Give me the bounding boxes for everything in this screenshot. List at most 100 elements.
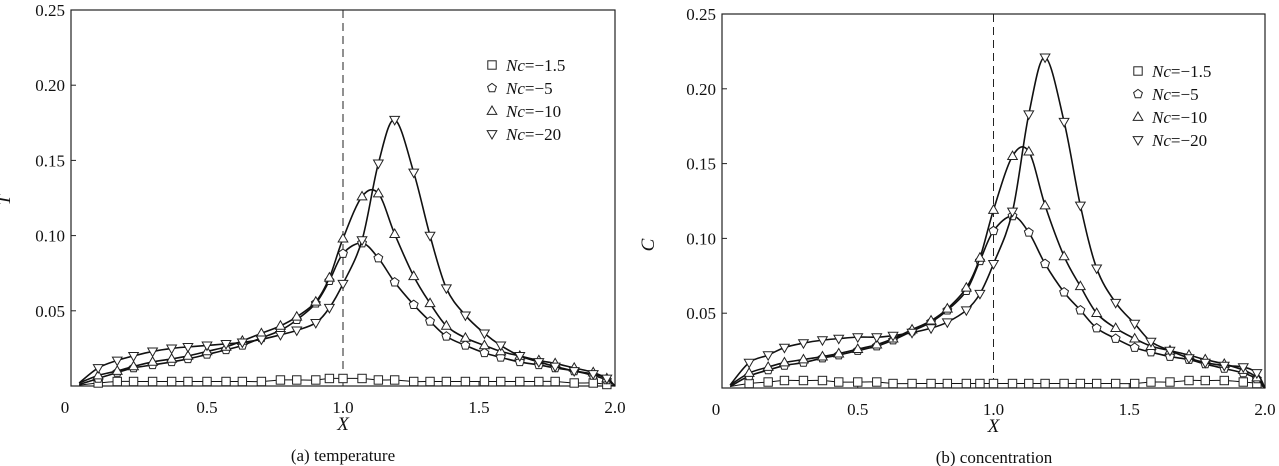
data-point (926, 378, 936, 389)
data-point (111, 364, 123, 375)
x-axis-label: X (987, 416, 1001, 437)
data-point (743, 366, 755, 377)
data-point (1110, 378, 1121, 389)
y-tick-label: 0.15 (35, 151, 65, 170)
data-point (941, 302, 954, 313)
data-point (853, 377, 863, 387)
data-point (1006, 207, 1019, 218)
data-point (906, 328, 918, 339)
data-point (744, 378, 754, 389)
data-point (1090, 307, 1103, 318)
data-point (1058, 117, 1070, 128)
data-point (960, 281, 973, 292)
data-point (974, 251, 986, 262)
data-point (549, 362, 561, 373)
data-point (324, 373, 335, 384)
data-point (1129, 342, 1140, 352)
data-point (1023, 110, 1035, 121)
data-point (872, 377, 882, 387)
y-axis-label: T (0, 193, 15, 205)
data-point (1023, 145, 1035, 156)
x-tick-label: 0.5 (847, 400, 868, 419)
data-point (424, 231, 436, 242)
data-point (871, 338, 883, 349)
legend-marker (486, 104, 498, 115)
data-point (1146, 377, 1156, 387)
data-point (459, 311, 472, 322)
data-point (1200, 375, 1210, 386)
data-point (514, 352, 526, 362)
data-point (274, 319, 287, 330)
x-tick-label: 1.0 (983, 400, 1004, 419)
y-axis-label: C (638, 238, 659, 251)
data-point (833, 347, 845, 358)
data-point (146, 347, 159, 358)
data-point (960, 306, 973, 317)
data-point (817, 375, 828, 386)
data-point (1059, 378, 1069, 389)
data-point (762, 361, 774, 371)
data-point (779, 375, 790, 386)
data-point (871, 333, 883, 344)
series-line (729, 56, 1266, 389)
x-tick-label: 2.0 (604, 398, 625, 417)
data-point (1237, 363, 1249, 374)
legend-label: Nc=−20 (1151, 131, 1207, 150)
data-point (127, 352, 140, 362)
data-point (275, 375, 286, 385)
data-point (459, 331, 472, 342)
data-point (1145, 337, 1157, 348)
data-point (1040, 258, 1051, 269)
data-point (569, 378, 579, 388)
data-point (568, 367, 580, 378)
legend-marker (486, 130, 498, 141)
data-point (356, 190, 368, 201)
data-point (1074, 280, 1087, 291)
data-point (291, 326, 303, 337)
data-point (515, 376, 525, 387)
data-point (987, 259, 1000, 270)
data-point (201, 341, 213, 352)
data-point (408, 270, 420, 281)
series-line (729, 146, 1266, 389)
data-point (988, 378, 999, 389)
data-point (128, 376, 139, 387)
data-point (1090, 264, 1103, 275)
legend-label: Nc=−5 (1151, 85, 1199, 104)
data-point (291, 310, 303, 321)
data-point (852, 343, 864, 353)
x-tick-label: 1.0 (332, 398, 353, 417)
data-point (587, 370, 599, 381)
data-point (495, 341, 507, 352)
data-point (440, 284, 453, 295)
legend-label: Nc=−1.5 (505, 56, 565, 75)
data-point (202, 376, 212, 387)
data-point (834, 377, 844, 387)
y-tick-label: 0.20 (686, 80, 716, 99)
data-point (942, 378, 953, 389)
data-point (337, 279, 349, 290)
x-tick-label: 0 (61, 398, 70, 417)
data-point (1128, 332, 1141, 343)
legend-label: Nc=−5 (505, 79, 553, 98)
data-point (988, 225, 999, 236)
x-tick-label: 0 (712, 400, 721, 419)
data-point (743, 358, 755, 369)
data-point (496, 376, 506, 387)
data-point (292, 375, 302, 385)
data-point (1129, 378, 1140, 389)
data-point (550, 376, 560, 387)
data-point (1074, 201, 1087, 212)
data-point (478, 339, 491, 350)
data-point (1109, 298, 1122, 309)
data-point (274, 331, 287, 341)
data-point (441, 331, 452, 341)
data-point (1091, 322, 1102, 333)
data-point (961, 378, 972, 389)
data-point (907, 378, 917, 389)
data-point (1184, 375, 1194, 386)
data-point (323, 303, 336, 314)
data-point (1075, 304, 1086, 315)
data-point (762, 351, 774, 362)
